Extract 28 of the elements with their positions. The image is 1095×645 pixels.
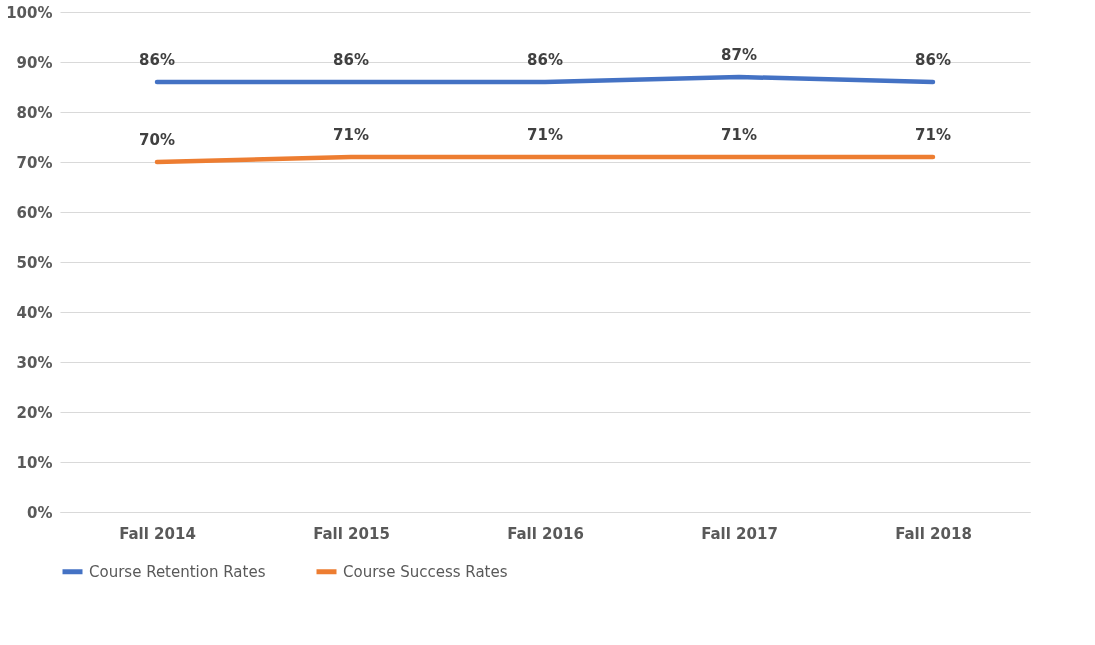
data-label: 86% <box>915 51 951 69</box>
data-label: 86% <box>333 51 369 69</box>
y-tick-label: 0% <box>27 503 53 522</box>
data-label: 71% <box>915 126 951 144</box>
data-label: 71% <box>333 126 369 144</box>
x-tick-label: Fall 2017 <box>701 524 778 543</box>
y-tick-label: 100% <box>6 3 53 22</box>
y-tick-label: 20% <box>16 403 53 422</box>
x-tick-label: Fall 2014 <box>119 524 196 543</box>
legend-label: Course Success Rates <box>343 562 508 581</box>
x-tick-label: Fall 2018 <box>895 524 972 543</box>
data-label: 71% <box>527 126 563 144</box>
y-tick-label: 10% <box>16 453 53 472</box>
y-tick-label: 70% <box>16 153 53 172</box>
data-label: 87% <box>721 46 757 64</box>
y-tick-label: 90% <box>16 53 53 72</box>
y-tick-label: 50% <box>16 253 53 272</box>
data-label: 86% <box>527 51 563 69</box>
legend-label: Course Retention Rates <box>89 562 266 581</box>
x-tick-label: Fall 2016 <box>507 524 584 543</box>
data-label: 71% <box>721 126 757 144</box>
x-tick-label: Fall 2015 <box>313 524 390 543</box>
data-label: 70% <box>139 131 175 149</box>
y-tick-label: 60% <box>16 203 53 222</box>
y-tick-label: 30% <box>16 353 53 372</box>
y-tick-label: 40% <box>16 303 53 322</box>
y-tick-label: 80% <box>16 103 53 122</box>
data-label: 86% <box>139 51 175 69</box>
